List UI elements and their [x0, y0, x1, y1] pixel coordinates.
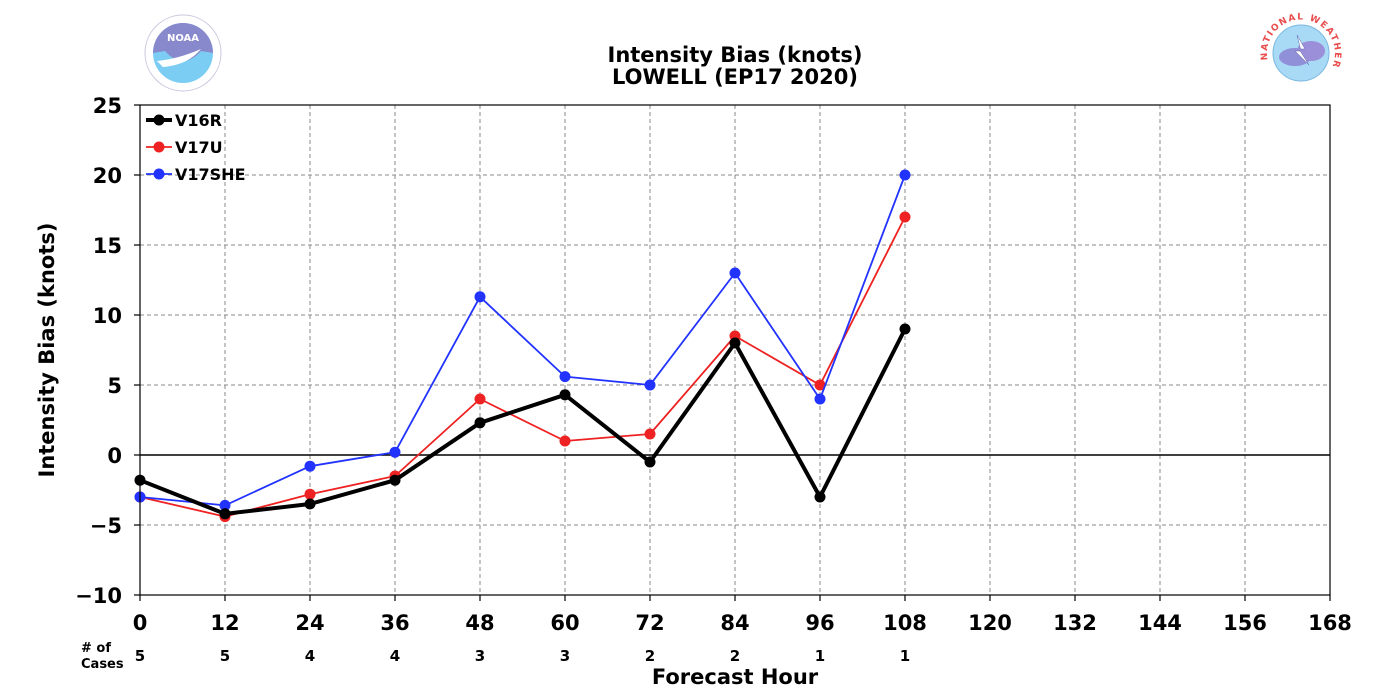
legend-label-v16r: V16R — [175, 111, 222, 130]
y-tick-label: 25 — [93, 94, 122, 118]
point-v17she — [219, 499, 231, 511]
series-group — [134, 169, 911, 523]
point-v16r — [899, 323, 911, 335]
series-line-v16r — [139, 328, 907, 516]
x-tick-label: 132 — [1053, 611, 1097, 635]
x-tick-label: 108 — [883, 611, 927, 635]
point-v17she — [729, 267, 741, 279]
x-tick-label: 24 — [295, 611, 324, 635]
point-v16r — [219, 508, 231, 520]
y-tick-label: −5 — [90, 514, 122, 538]
point-v17she — [474, 291, 486, 303]
x-tick-label: 36 — [380, 611, 409, 635]
case-count: 2 — [730, 647, 740, 665]
case-count: 3 — [475, 647, 485, 665]
cases-label-line1: # of — [81, 641, 111, 656]
point-v17u — [814, 379, 826, 391]
point-v17she — [814, 393, 826, 405]
x-tick-label: 120 — [968, 611, 1012, 635]
case-count: 1 — [900, 647, 910, 665]
y-axis-ticks: −10 −5 0 5 10 15 20 25 — [75, 94, 140, 608]
y-tick-label: 20 — [93, 164, 122, 188]
x-tick-label: 60 — [550, 611, 579, 635]
point-v17u — [899, 211, 911, 223]
point-v17u — [474, 393, 486, 405]
chart-subtitle: LOWELL (EP17 2020) — [612, 65, 858, 89]
point-v17she — [559, 371, 571, 383]
y-tick-label: 15 — [93, 234, 122, 258]
point-v16r — [389, 474, 401, 486]
x-axis-ticks: 0 12 24 36 48 60 72 84 96 108 120 132 144 156 168 — [133, 595, 1352, 635]
y-tick-label: −10 — [75, 584, 122, 608]
noaa-logo-text: NOAA — [167, 33, 199, 44]
x-tick-label: 156 — [1223, 611, 1267, 635]
case-count: 5 — [220, 647, 230, 665]
x-axis-label: Forecast Hour — [652, 665, 819, 689]
point-v16r — [304, 498, 316, 510]
point-v17u — [304, 488, 316, 500]
legend-marker-v16r — [153, 114, 165, 126]
point-v17she — [644, 379, 656, 391]
x-tick-label: 84 — [720, 611, 749, 635]
y-tick-label: 0 — [107, 444, 122, 468]
noaa-logo: NOAA — [144, 14, 222, 92]
point-v17she — [304, 460, 316, 472]
x-tick-label: 12 — [210, 611, 239, 635]
x-tick-label: 0 — [133, 611, 148, 635]
point-v17she — [389, 446, 401, 458]
point-v16r — [729, 337, 741, 349]
case-count: 2 — [645, 647, 655, 665]
legend-marker-v17she — [153, 168, 165, 180]
point-v16r — [559, 389, 571, 401]
point-v17she — [899, 169, 911, 181]
point-v16r — [644, 456, 656, 468]
x-tick-label: 144 — [1138, 611, 1182, 635]
case-count: 3 — [560, 647, 570, 665]
y-axis-label: Intensity Bias (knots) — [35, 223, 59, 478]
series-line-v17u — [139, 216, 906, 518]
x-tick-label: 168 — [1308, 611, 1352, 635]
nws-logo: NATIONAL WEATHER SERVICE — [1260, 12, 1341, 91]
case-count: 4 — [390, 647, 400, 665]
x-tick-label: 72 — [635, 611, 664, 635]
point-v17u — [559, 435, 571, 447]
legend: V16R V17U V17SHE — [146, 111, 246, 184]
x-tick-label: 48 — [465, 611, 494, 635]
case-count: 4 — [305, 647, 315, 665]
chart-title: Intensity Bias (knots) — [608, 43, 863, 67]
case-count: 5 — [135, 647, 145, 665]
legend-label-v17u: V17U — [175, 138, 223, 157]
case-count: 1 — [815, 647, 825, 665]
cases-row: 5 5 4 4 3 3 2 2 1 1 — [135, 647, 910, 665]
series-line-v17she — [139, 174, 906, 507]
legend-label-v17she: V17SHE — [175, 165, 246, 184]
point-v16r — [814, 491, 826, 503]
y-tick-label: 10 — [93, 304, 122, 328]
grid-lines — [140, 105, 1330, 595]
point-v16r — [474, 417, 486, 429]
y-tick-label: 5 — [107, 374, 122, 398]
legend-marker-v17u — [153, 141, 165, 153]
x-tick-label: 96 — [805, 611, 834, 635]
cases-label-line2: Cases — [81, 657, 124, 672]
point-v17u — [644, 428, 656, 440]
